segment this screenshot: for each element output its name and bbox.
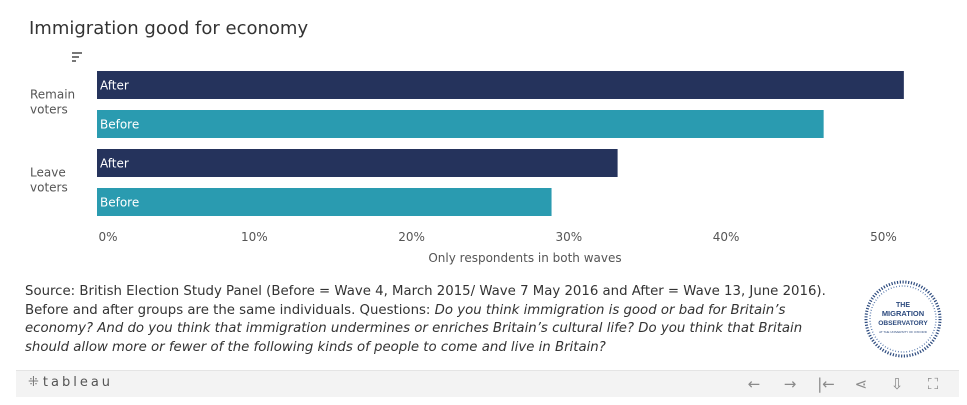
redo-icon[interactable]: → (783, 375, 797, 393)
bar-before (97, 188, 552, 216)
x-axis-label: Only respondents in both waves (428, 251, 621, 265)
bar-label: After (100, 157, 129, 171)
group-label: Remain (30, 88, 75, 102)
tableau-logo[interactable]: ⁜ tableau (28, 375, 113, 390)
x-tick-label: 10% (241, 230, 268, 244)
bar-chart: RemainvotersAfterBeforeLeavevotersAfterB… (30, 71, 904, 265)
share-icon[interactable]: ⋖ (854, 375, 868, 393)
bar-before (97, 110, 824, 138)
tableau-brand: tableau (42, 375, 114, 390)
group-label: Leave (30, 166, 66, 180)
revert-icon[interactable]: |← (817, 375, 835, 393)
tableau-plus-icon: ⁜ (28, 375, 39, 390)
x-tick-label: 0% (98, 230, 117, 244)
undo-icon[interactable]: ← (747, 375, 761, 393)
x-tick-label: 50% (870, 230, 897, 244)
bar-label: After (100, 79, 129, 93)
bar-after (97, 71, 904, 99)
tableau-toolbar: ⁜ tableau ← → |← ⋖ ⇩ ⛶ (16, 370, 959, 397)
source-text: Source: British Election Study Panel (Be… (25, 284, 826, 318)
svg-text:OBSERVATORY: OBSERVATORY (878, 320, 928, 327)
source-note: Source: British Election Study Panel (Be… (25, 283, 840, 357)
svg-text:MIGRATION: MIGRATION (882, 309, 924, 318)
fullscreen-icon[interactable]: ⛶ (927, 375, 939, 393)
source-questions: Do you think immigration is good or bad … (25, 302, 803, 355)
migration-observatory-logo: THE MIGRATION OBSERVATORY AT THE UNIVERS… (864, 280, 942, 358)
svg-text:AT THE UNIVERSITY OF OXFORD: AT THE UNIVERSITY OF OXFORD (879, 330, 928, 334)
bar-label: Before (100, 196, 139, 210)
download-icon[interactable]: ⇩ (890, 375, 904, 393)
x-tick-label: 40% (713, 230, 740, 244)
group-label: voters (30, 103, 68, 117)
svg-text:THE: THE (896, 302, 910, 309)
group-label: voters (30, 181, 68, 195)
x-tick-label: 20% (398, 230, 425, 244)
sort-icon[interactable] (72, 52, 84, 64)
bar-label: Before (100, 118, 139, 132)
chart-title: Immigration good for economy (29, 18, 309, 39)
x-tick-label: 30% (556, 230, 583, 244)
bar-after (97, 149, 618, 177)
